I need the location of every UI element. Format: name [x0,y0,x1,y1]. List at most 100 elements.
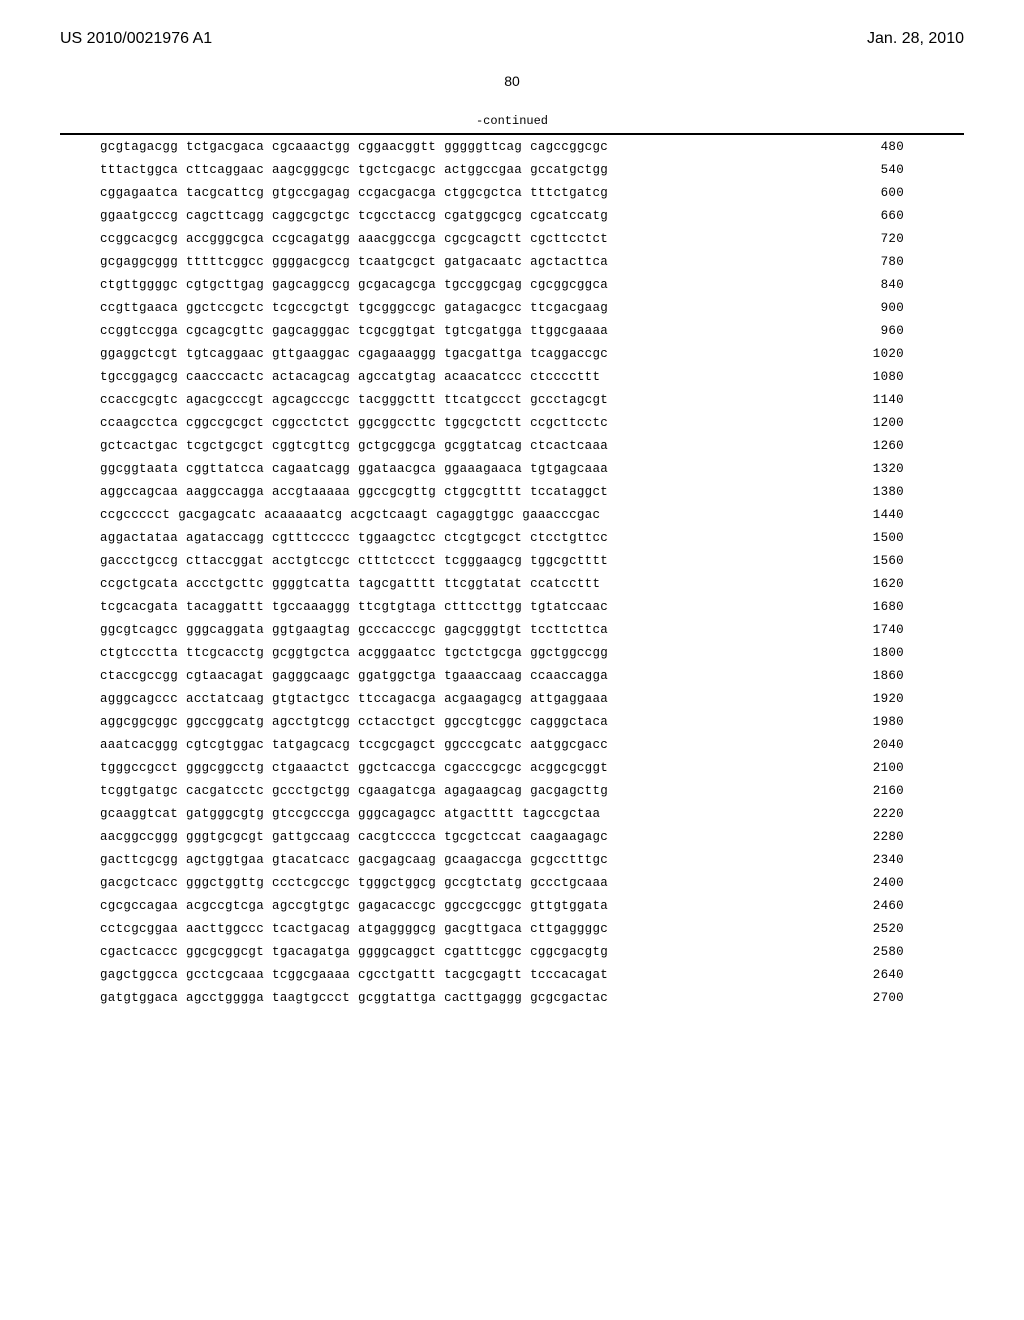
sequence-row: tgggccgcctgggcggcctgctgaaactctggctcaccga… [60,756,964,779]
sequence-block: gggtgcgcgt [186,830,264,844]
sequence-block: ccgcagatgg [272,232,350,246]
sequence-block: gcaagaccga [444,853,522,867]
sequence-block: tgacagatga [272,945,350,959]
sequence-block: ccggtccgga [100,324,178,338]
sequence-block: tgccggcgag [444,278,522,292]
sequence-block: cgcatccatg [530,209,608,223]
sequence-block: cggtcgttcg [272,439,350,453]
sequence-block: gcctcgcaaa [186,968,264,982]
sequence-block: agacgcccgt [186,393,264,407]
sequence-block: cttcaggaac [186,163,264,177]
continued-label: -continued [0,114,1024,133]
sequence-block: aatggcgacc [530,738,608,752]
sequence-block: tttctgatcg [530,186,608,200]
sequence-block: tccgcgagct [358,738,436,752]
sequence-block: gattgccaag [272,830,350,844]
sequence-block: cggcgacgtg [530,945,608,959]
sequence-number: 1140 [873,393,924,407]
sequence-block: cggagaatca [100,186,178,200]
sequence-number: 1740 [873,623,924,637]
sequence-row: gcgaggcgggtttttcggccggggacgccgtcaatgcgct… [60,250,964,273]
sequence-block: tgccaaaggg [272,600,350,614]
sequence-block: gcgtagacgg [100,140,178,154]
sequence-row: ggcgtcagccgggcaggataggtgaagtaggcccacccgc… [60,618,964,641]
sequence-row: ccaccgcgtcagacgcccgtagcagcccgctacgggcttt… [60,388,964,411]
sequence-block: ctaccgccgg [100,669,178,683]
sequence-block: ctcactcaaa [530,439,608,453]
sequence-row: ctgtcccttattcgcacctggcggtgctcaacgggaatcc… [60,641,964,664]
sequence-number: 2580 [873,945,924,959]
sequence-block: accgtaaaaa [272,485,350,499]
sequence-block: gagctggcca [100,968,178,982]
sequence-block: cttaccggat [186,554,264,568]
sequence-number: 1680 [873,600,924,614]
sequence-block: tggcgctttt [530,554,608,568]
sequence-block: gccgtctatg [444,876,522,890]
sequence-row: tttactggcacttcaggaacaagcgggcgctgctcgacgc… [60,158,964,181]
sequence-block: gatagacgcc [444,301,522,315]
sequence-block: acctgtccgc [272,554,350,568]
sequence-block: ctccccttt [530,370,600,384]
sequence-block: acggcgcggt [530,761,608,775]
sequence-block: ggaaagaaca [444,462,522,476]
sequence-block: tcgccgctgt [272,301,350,315]
sequence-number: 720 [881,232,924,246]
sequence-row: cggagaatcatacgcattcggtgccgagagccgacgacga… [60,181,964,204]
sequence-number: 1620 [873,577,924,591]
sequence-number: 1440 [873,508,924,522]
sequence-number: 2340 [873,853,924,867]
sequence-block: cctacctgct [358,715,436,729]
sequence-block: gggctggttg [186,876,264,890]
sequence-block: gccctgcaaa [530,876,608,890]
sequence-block: ttcggtatat [444,577,522,591]
sequence-block: atgaggggcg [358,922,436,936]
sequence-block: ggctggccgg [530,646,608,660]
sequence-block: tgcgctccat [444,830,522,844]
sequence-block: ggggcaggct [358,945,436,959]
sequence-block: ccgctgcata [100,577,178,591]
sequence-block: caggcgctgc [272,209,350,223]
sequence-block: cagggctaca [530,715,608,729]
sequence-block: tatgagcacg [272,738,350,752]
sequence-number: 2520 [873,922,924,936]
sequence-block: cgcgcagctt [444,232,522,246]
sequence-block: aaatcacggg [100,738,178,752]
sequence-block: atgactttt [444,807,514,821]
sequence-block: ccgccccct [100,508,170,522]
sequence-block: acgctcaagt [350,508,428,522]
sequence-block: agcagcccgc [272,393,350,407]
sequence-block: ggccgcgttg [358,485,436,499]
sequence-block: gcaaggtcat [100,807,178,821]
sequence-block: gagcaggccg [272,278,350,292]
sequence-row: gcaaggtcatgatgggcgtggtccgcccgagggcagagcc… [60,802,964,825]
sequence-number: 2400 [873,876,924,890]
sequence-block: gagggcaagc [272,669,350,683]
sequence-number: 1920 [873,692,924,706]
sequence-block: gtacatcacc [272,853,350,867]
sequence-number: 780 [881,255,924,269]
sequence-block: cgatggcgcg [444,209,522,223]
sequence-block: agctggtgaa [186,853,264,867]
sequence-number: 1080 [873,370,924,384]
sequence-block: tgacgattga [444,347,522,361]
sequence-number: 2100 [873,761,924,775]
sequence-block: ccctcgccgc [272,876,350,890]
sequence-block: gtgccgagag [272,186,350,200]
sequence-block: tcaggaccgc [530,347,608,361]
sequence-block: cgtttccccc [272,531,350,545]
sequence-row: ctgttggggccgtgcttgaggagcaggccggcgacagcga… [60,273,964,296]
sequence-row: tcggtgatgccacgatcctcgccctgctggcgaagatcga… [60,779,964,802]
sequence-block: tcgctgcgct [186,439,264,453]
sequence-block: cgcgccagaa [100,899,178,913]
sequence-block: gcgacagcga [358,278,436,292]
sequence-block: aagcgggcgc [272,163,350,177]
sequence-block: ctgttggggc [100,278,178,292]
sequence-number: 840 [881,278,924,292]
sequence-block: acaacatccc [444,370,522,384]
sequence-block: gacgagcttg [530,784,608,798]
sequence-block: cgtcgtggac [186,738,264,752]
sequence-block: tagccgctaa [522,807,600,821]
sequence-block: gctgcggcga [358,439,436,453]
sequence-block: actacagcag [272,370,350,384]
sequence-block: aggactataa [100,531,178,545]
